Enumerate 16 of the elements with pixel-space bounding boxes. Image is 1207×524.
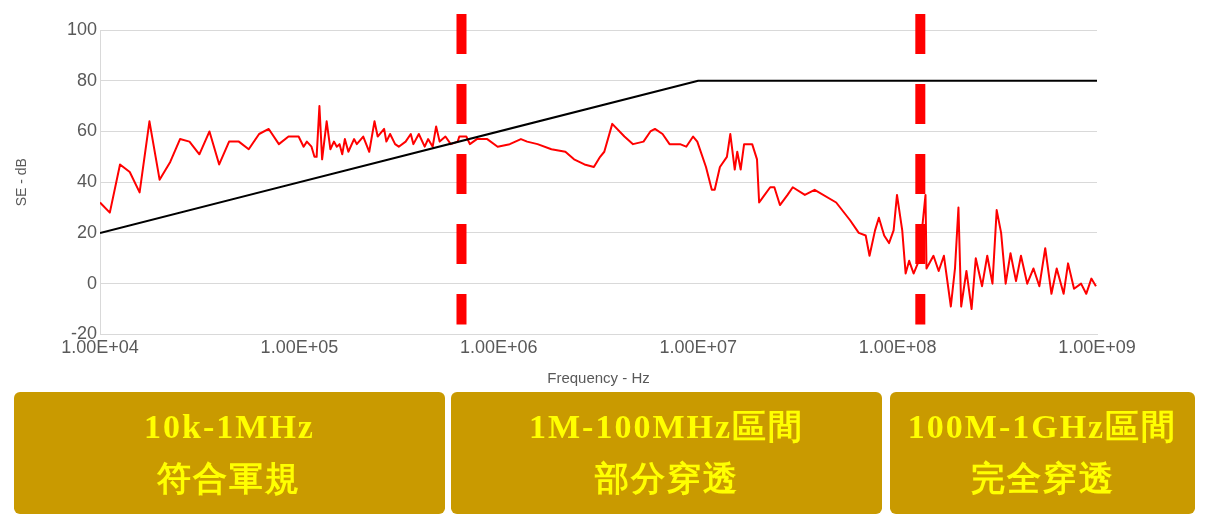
y-tick-label: 0: [86, 272, 97, 293]
y-axis-title: SE - dB: [13, 158, 30, 207]
x-tick-label: 1.00E+09: [1058, 337, 1136, 358]
y-tick-label: 100: [66, 18, 97, 39]
x-tick-label: 1.00E+05: [260, 337, 339, 358]
x-tick-label: 1.00E+08: [858, 337, 937, 358]
x-tick-label: 1.00E+07: [659, 337, 737, 358]
text: 100M-1GHz區間完全穿透: [907, 407, 1178, 499]
y-tick-label: 40: [76, 171, 97, 192]
y-tick-label: 60: [76, 120, 97, 141]
y-tick-label: 20: [76, 221, 97, 242]
text: 1M-100MHz區間部分穿透: [527, 407, 805, 499]
x-tick-label: 1.00E+06: [460, 337, 538, 358]
y-tick-label: 80: [76, 69, 97, 90]
x-axis-title: Frequency - Hz: [547, 369, 650, 387]
text: 10k-1MHz 符合軍規: [144, 407, 315, 499]
